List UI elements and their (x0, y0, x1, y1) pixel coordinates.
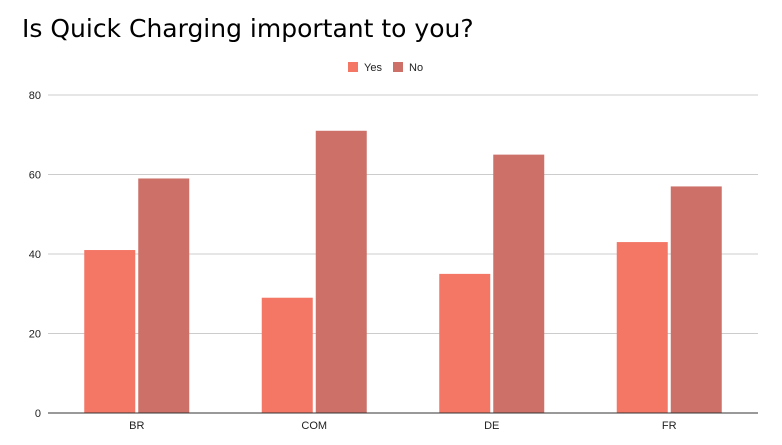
bar-no-de (493, 154, 545, 413)
legend-label-yes: Yes (364, 62, 382, 74)
bar-yes-br (84, 250, 136, 413)
legend-label-no: No (409, 62, 423, 74)
bar-no-fr (670, 186, 722, 413)
x-tick-label: BR (129, 420, 144, 432)
x-tick-label: FR (662, 420, 677, 432)
y-tick-label: 20 (29, 329, 41, 341)
x-tick-label: COM (301, 420, 327, 432)
bar-yes-de (439, 273, 491, 413)
bars (84, 130, 722, 413)
bar-no-br (138, 178, 190, 413)
legend-swatch-no (393, 62, 403, 72)
y-tick-label: 60 (29, 170, 41, 182)
bar-no-com (315, 130, 367, 413)
y-tick-label: 40 (29, 249, 41, 261)
y-tick-label: 0 (35, 408, 41, 420)
bar-yes-fr (616, 242, 668, 413)
legend-swatch-yes (348, 62, 358, 72)
axes: 0 20 40 60 80 BR COM DE FR (29, 90, 758, 432)
y-tick-label: 80 (29, 90, 41, 102)
bar-yes-com (261, 297, 313, 413)
chart-title: Is Quick Charging important to you? (22, 14, 474, 43)
x-tick-label: DE (484, 420, 499, 432)
legend: Yes No (348, 62, 423, 74)
